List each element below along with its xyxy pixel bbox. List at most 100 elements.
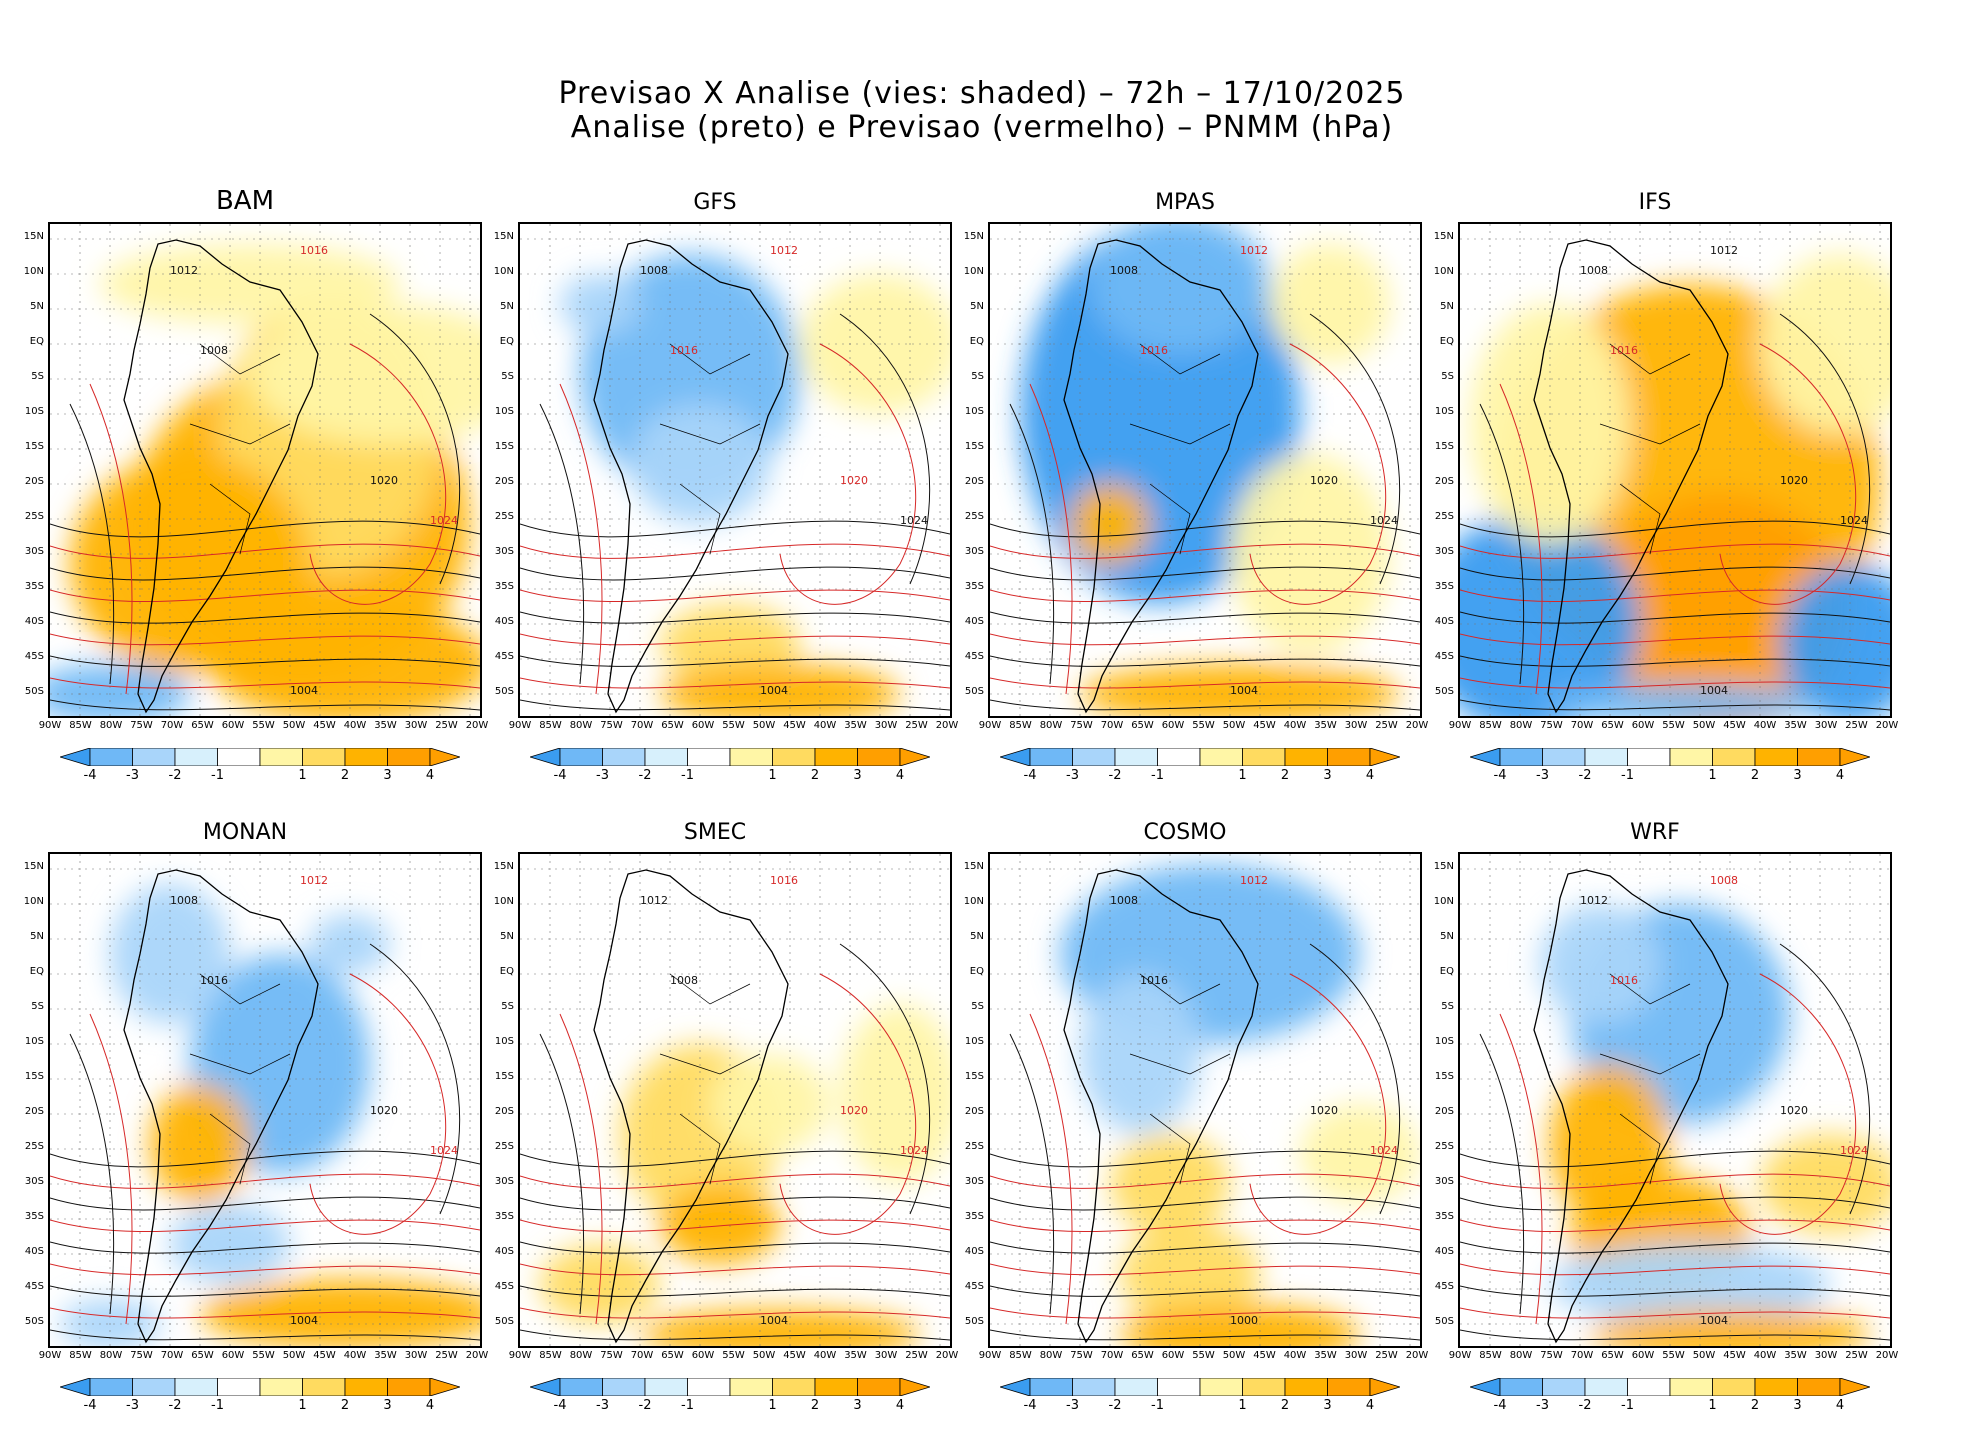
colorbar-label: 3 — [1793, 768, 1802, 783]
colorbar-label: 2 — [1750, 1398, 1760, 1413]
map-panel-cosmo: COSMO 1012 1008 1016 1020 1024 1000 15N 10N 5N EQ 5… — [950, 820, 1430, 1420]
lon-tick-label: 90W — [1448, 1350, 1472, 1361]
lon-tick-label: 25W — [435, 720, 458, 731]
lat-tick-label: 45S — [494, 651, 514, 662]
contour-label: 1024 — [1840, 514, 1868, 527]
map-panel-gfs: GFS 1012 1008 1016 1020 1024 1004 15N 10N 5N EQ 5S 1… — [480, 190, 960, 790]
continent-outline — [593, 869, 789, 1344]
lon-tick-label: 80W — [99, 720, 123, 731]
lon-tick-label: 90W — [38, 1350, 62, 1361]
colorbar-label: -4 — [553, 1398, 567, 1413]
bias-shading — [1590, 1309, 1870, 1346]
colorbar-bin — [1284, 1378, 1328, 1396]
lat-tick-label: 30S — [964, 1176, 984, 1187]
contour-label: 1004 — [290, 684, 318, 697]
lon-tick-label: 25W — [1845, 720, 1868, 731]
colorbar-bin — [132, 1378, 176, 1396]
contour-label: 1008 — [1580, 264, 1608, 277]
colorbar-bin — [387, 1378, 431, 1396]
lat-tick-label: 40S — [494, 1246, 514, 1257]
panel-title: GFS — [693, 190, 737, 215]
map-panel-bam: BAM 1016 1012 1008 1020 1024 1004 15N 10N 5N EQ 5S 1… — [10, 186, 490, 790]
lat-tick-label: 35S — [1434, 1211, 1454, 1222]
colorbar-bin — [687, 748, 731, 766]
colorbar-label: -2 — [1578, 768, 1592, 783]
bias-shading — [50, 664, 190, 716]
colorbar-label: -3 — [596, 1398, 609, 1413]
colorbar-bin — [772, 1378, 816, 1396]
lon-tick-label: 70W — [160, 1350, 184, 1361]
contour-label: 1020 — [370, 1104, 398, 1117]
lat-tick-label: 15N — [963, 861, 984, 872]
colorbar-label: -1 — [211, 768, 224, 783]
figure-title-line-2: Analise (preto) e Previsao (vermelho) – … — [570, 110, 1394, 145]
contour-label: 1020 — [1310, 474, 1338, 487]
contour-label: 1012 — [1240, 874, 1268, 887]
colorbar-label: -2 — [638, 1398, 652, 1413]
lat-tick-label: 40S — [494, 616, 514, 627]
lon-tick-label: 70W — [1570, 1350, 1594, 1361]
colorbar — [1000, 748, 1400, 766]
lon-tick-label: 20W — [1405, 1350, 1429, 1361]
lon-tick-label: 60W — [691, 720, 715, 731]
lon-tick-label: 60W — [1161, 1350, 1185, 1361]
lon-tick-label: 75W — [1540, 1350, 1563, 1361]
lat-tick-label: 35S — [494, 1211, 514, 1222]
lon-tick-label: 50W — [1222, 720, 1246, 731]
lon-tick-label: 45W — [1723, 720, 1746, 731]
colorbar-label: 3 — [853, 768, 862, 783]
colorbar-bin — [1627, 748, 1671, 766]
colorbar-bin — [1114, 1378, 1158, 1396]
lat-tick-label: 20S — [494, 476, 514, 487]
lon-tick-label: 70W — [1100, 720, 1124, 731]
lat-tick-label: 20S — [1434, 1106, 1454, 1117]
lon-tick-label: 20W — [465, 1350, 489, 1361]
colorbar-bin — [1029, 748, 1073, 766]
lon-tick-label: 40W — [1283, 1350, 1307, 1361]
lat-tick-label: EQ — [969, 336, 984, 347]
colorbar-label: 4 — [425, 768, 435, 783]
colorbar-bin — [1584, 1378, 1628, 1396]
lat-tick-label: 45S — [964, 1281, 984, 1292]
colorbar-label: 2 — [340, 1398, 350, 1413]
lon-tick-label: 40W — [813, 1350, 837, 1361]
bias-shading — [1550, 1244, 1830, 1324]
bias-map: 1016 1012 1008 1020 1024 1004 — [518, 852, 952, 1348]
colorbar-bin — [259, 1378, 303, 1396]
lon-tick-label: 25W — [435, 1350, 458, 1361]
lat-tick-label: 10S — [1434, 1036, 1454, 1047]
lat-tick-label: 50S — [1434, 1316, 1454, 1327]
colorbar-label: -2 — [1108, 1398, 1122, 1413]
contour-label: 1024 — [430, 514, 458, 527]
lat-tick-label: 35S — [24, 1211, 44, 1222]
colorbar-label: 1 — [1708, 768, 1717, 783]
lon-tick-label: 70W — [630, 720, 654, 731]
continent-outline — [1533, 869, 1729, 1344]
lon-tick-label: 75W — [600, 1350, 623, 1361]
colorbar — [1470, 748, 1870, 766]
bias-shading — [1080, 974, 1200, 1134]
lat-tick-label: 5S — [1441, 371, 1454, 382]
colorbar-bin — [259, 748, 303, 766]
lat-tick-label: 10N — [23, 266, 44, 277]
lon-tick-label: 25W — [1845, 1350, 1868, 1361]
contour-label: 1008 — [1710, 874, 1738, 887]
colorbar-label: -3 — [126, 768, 139, 783]
colorbar-label: 1 — [298, 1398, 307, 1413]
contour-label: 1016 — [1140, 344, 1168, 357]
contour-label: 1024 — [430, 1144, 458, 1157]
lon-tick-label: 85W — [539, 720, 562, 731]
colorbar — [530, 748, 930, 766]
bias-shading — [60, 1299, 160, 1346]
lat-tick-label: 15S — [964, 1071, 984, 1082]
contour-label: 1012 — [770, 244, 798, 257]
lat-tick-label: EQ — [29, 336, 44, 347]
lon-tick-label: 85W — [69, 720, 92, 731]
lon-tick-label: 30W — [1344, 1350, 1368, 1361]
colorbar-bin — [644, 748, 688, 766]
contour-label: 1012 — [1580, 894, 1608, 907]
panel-title: MPAS — [1155, 190, 1215, 215]
lat-tick-label: 30S — [494, 1176, 514, 1187]
lat-tick-label: 25S — [1434, 511, 1454, 522]
colorbar-bin — [1584, 748, 1628, 766]
